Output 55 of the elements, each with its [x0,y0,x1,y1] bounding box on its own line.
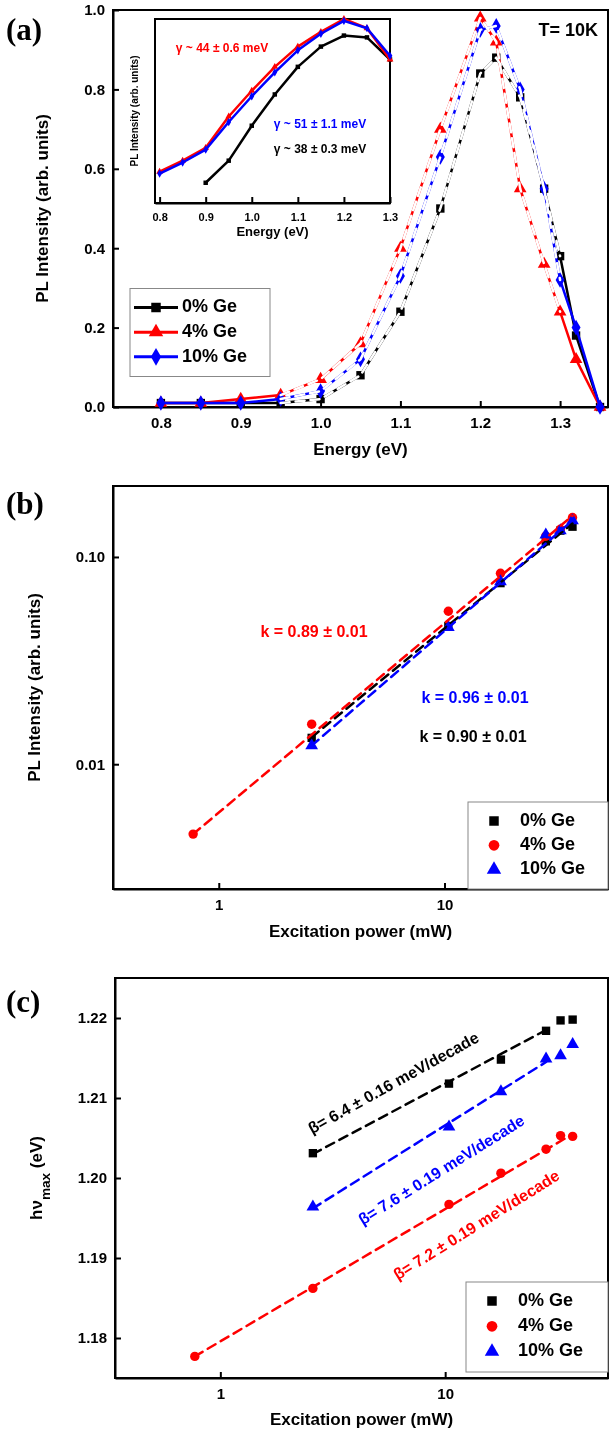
x-tick-label: 0.8 [150,413,172,431]
x-tick-label: 1 [215,895,224,913]
y-tick-label: 1.18 [77,1329,107,1347]
legend-label: 10% Ge [182,345,248,366]
y-tick-label: 1.0 [84,1,105,19]
legend-label: 4% Ge [520,834,576,855]
y-tick-label: 1.19 [77,1249,107,1267]
y-axis-title: PL Intensity (arb. units) [129,55,140,167]
legend-label: 10% Ge [520,858,586,879]
x-tick-label: 10 [437,1384,455,1402]
legend-label: 4% Ge [182,320,238,341]
annotation: γ ~ 38 ± 0.3 meV [273,142,367,157]
x-axis-title: Excitation power (mW) [269,1410,454,1429]
y-axis-title: PL Intensity (arb. units) [25,593,44,782]
x-axis-title: Energy (eV) [313,440,408,459]
x-tick-label: 1.2 [470,413,492,431]
x-tick-label: 1.1 [390,413,412,431]
annotation: T= 10K [538,19,598,40]
chart-title: (c) [6,984,41,1019]
y-tick-label: 0.8 [84,80,105,98]
legend-label: 0% Ge [182,296,238,317]
y-tick-label: 1.22 [77,1009,107,1027]
y-tick-label: 0.10 [75,548,105,566]
annotation: k = 0.96 ± 0.01 [421,689,529,707]
x-tick-label: 10 [436,895,454,913]
x-tick-label: 0.8 [152,210,168,223]
legend-label: 10% Ge [518,1340,584,1361]
x-tick-label: 1.1 [290,210,306,223]
annotation: k = 0.89 ± 0.01 [260,623,368,641]
annotation: k = 0.90 ± 0.01 [419,728,527,746]
x-axis-title: Energy (eV) [236,224,309,239]
legend-label: 0% Ge [518,1289,574,1310]
x-tick-label: 1.2 [336,210,353,223]
y-tick-label: 0.6 [84,160,105,178]
x-tick-label: 1.0 [244,210,260,223]
y-tick-label: 0.01 [75,755,105,773]
legend-label: 4% Ge [518,1315,574,1336]
x-tick-label: 1 [216,1384,226,1402]
x-tick-label: 0.9 [230,413,252,431]
chart-title: (a) [6,12,43,47]
y-tick-label: 0.4 [84,239,106,257]
x-tick-label: 1.0 [310,413,332,431]
chart-title: (b) [6,486,44,521]
x-tick-label: 0.9 [198,210,214,223]
x-tick-label: 1.3 [550,413,572,431]
x-tick-label: 1.3 [382,210,399,223]
annotation: γ ~ 44 ± 0.6 meV [175,41,269,56]
y-tick-label: 0.2 [84,318,105,336]
x-axis-title: Excitation power (mW) [268,922,453,941]
annotation: γ ~ 51 ± 1.1 meV [273,117,367,132]
y-tick-label: 1.20 [77,1169,107,1187]
legend-label: 0% Ge [520,809,576,830]
y-axis-title: PL Intensity (arb. units) [33,114,52,303]
y-tick-label: 1.21 [77,1089,107,1107]
y-tick-label: 0.0 [84,398,105,416]
